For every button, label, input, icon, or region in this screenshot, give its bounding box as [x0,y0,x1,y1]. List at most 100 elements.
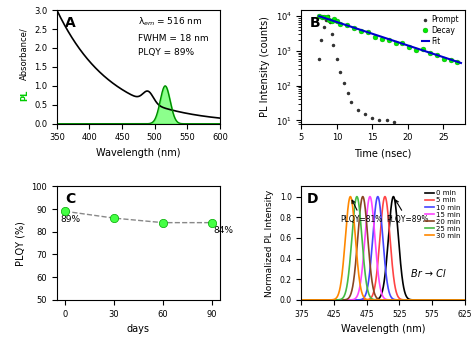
Line: 0 min: 0 min [301,196,465,300]
20 min [360,194,365,198]
20 min [299,298,304,302]
Decay [345,23,350,27]
Text: 89%: 89% [60,215,80,224]
Prompt [316,57,322,61]
Line: Decay: Decay [317,13,460,64]
Line: 20 min: 20 min [301,196,465,300]
Prompt [391,120,396,124]
Decay [372,35,378,39]
Prompt [319,38,324,42]
Y-axis label: Normalized PL Intensity: Normalized PL Intensity [265,189,274,297]
0 min [462,298,467,302]
20 min [439,298,445,302]
20 min [393,298,399,302]
Text: D: D [306,192,318,206]
15 min [393,298,399,302]
Decay [324,15,329,19]
Fit [451,59,456,63]
Text: A: A [65,16,76,30]
25 min [309,298,314,302]
Text: B: B [310,16,320,30]
0 min [391,194,396,198]
Text: Absorbance/: Absorbance/ [20,27,29,80]
Line: 5 min: 5 min [301,196,465,300]
Line: 10 min: 10 min [301,196,465,300]
Prompt [330,43,336,47]
20 min [398,298,403,302]
0 min [393,211,399,215]
Line: Fit: Fit [319,16,461,63]
Decay [434,53,439,57]
Text: Br → Cl: Br → Cl [411,269,446,279]
30 min [347,194,353,198]
Text: λ$_{em}$ = 516 nm
FWHM = 18 nm
PLQY = 89%: λ$_{em}$ = 516 nm FWHM = 18 nm PLQY = 89… [138,16,209,58]
Prompt [321,25,327,29]
30 min [462,298,467,302]
X-axis label: Time (nsec): Time (nsec) [354,148,412,158]
Decay [327,18,332,22]
Decay [358,29,364,33]
5 min [393,290,399,295]
5 min [422,298,428,302]
Text: PLQY=81%: PLQY=81% [341,200,383,224]
30 min [398,298,403,302]
10 min [462,298,467,302]
Fit [458,61,464,65]
Prompt [377,118,383,122]
Legend: 0 min, 5 min, 10 min, 15 min, 20 min, 25 min, 30 min: 0 min, 5 min, 10 min, 15 min, 20 min, 25… [425,190,461,239]
Fit [325,17,330,21]
Legend: Prompt, Decay, Fit: Prompt, Decay, Fit [420,14,461,47]
25 min [462,298,467,302]
5 min [398,297,403,301]
Fit [446,57,452,61]
Decay [321,15,327,19]
15 min [462,298,467,302]
Prompt [341,81,347,85]
15 min [398,298,403,302]
Y-axis label: PL Intensity (counts): PL Intensity (counts) [260,17,270,117]
Decay [406,45,412,49]
5 min [439,298,445,302]
0 min [439,298,445,302]
Line: Prompt: Prompt [317,14,396,124]
25 min [422,298,428,302]
5 min [382,194,388,198]
Decay [441,57,447,61]
X-axis label: Wavelength (nm): Wavelength (nm) [341,324,425,334]
Prompt [326,14,331,18]
Decay [351,26,357,30]
Decay [331,18,337,22]
Fit [322,16,328,20]
Prompt [356,108,361,112]
Decay [455,60,460,64]
0 min [309,298,314,302]
Decay [420,47,426,51]
X-axis label: Wavelength (nm): Wavelength (nm) [96,148,181,158]
Prompt [370,116,375,120]
Prompt [334,57,340,61]
5 min [462,298,467,302]
15 min [309,298,314,302]
Text: PL: PL [20,90,29,101]
Decay [329,19,335,23]
30 min [422,298,428,302]
Prompt [337,70,343,74]
Fit [354,27,360,31]
0 min [403,293,409,297]
5 min [403,298,409,302]
15 min [422,298,428,302]
Fit [316,14,322,18]
10 min [299,298,304,302]
25 min [299,298,304,302]
Text: PLQY=89%: PLQY=89% [386,200,429,224]
Decay [334,19,340,23]
15 min [403,298,409,302]
Fit [343,23,348,27]
0 min [299,298,304,302]
20 min [309,298,314,302]
Decay [316,13,322,18]
25 min [354,194,360,198]
Decay [427,51,433,55]
Decay [413,48,419,52]
Prompt [348,99,354,103]
